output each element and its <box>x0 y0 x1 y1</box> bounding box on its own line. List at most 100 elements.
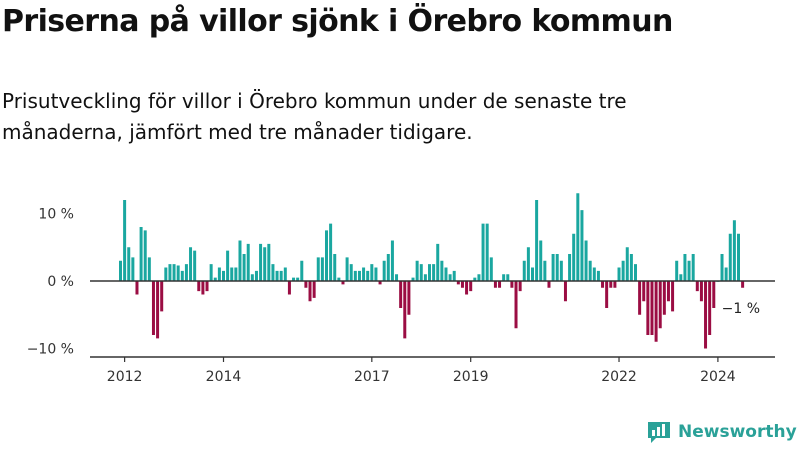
bar <box>151 281 155 335</box>
bar <box>222 270 225 282</box>
bar <box>193 250 197 282</box>
bar <box>337 277 341 282</box>
bar <box>456 281 460 285</box>
bar <box>708 281 712 335</box>
bar <box>250 274 254 281</box>
bar <box>382 260 386 281</box>
bar <box>502 274 506 281</box>
bar <box>613 281 617 288</box>
bar <box>493 281 497 288</box>
bar <box>737 233 740 281</box>
bar <box>395 274 399 281</box>
bar <box>675 260 679 281</box>
bar <box>498 281 502 288</box>
bar <box>650 281 654 335</box>
bar <box>465 281 469 295</box>
bar <box>366 270 370 282</box>
bar <box>411 277 415 282</box>
bar <box>605 281 609 308</box>
bar-chart-logo-icon <box>648 422 670 443</box>
bar <box>629 254 633 281</box>
bar <box>205 281 209 292</box>
bar <box>732 220 736 281</box>
bar <box>374 267 378 281</box>
bar <box>695 281 699 292</box>
bar <box>699 281 703 302</box>
bar <box>691 254 695 281</box>
x-tick-label: 2012 <box>107 369 143 385</box>
bar <box>275 270 279 282</box>
bar <box>559 260 563 281</box>
bar <box>242 254 246 281</box>
bar <box>349 264 353 282</box>
bar <box>514 281 518 329</box>
bar <box>415 260 419 281</box>
bar <box>143 230 147 282</box>
bar <box>333 254 337 281</box>
bar <box>403 281 407 339</box>
bar <box>304 281 308 288</box>
bar <box>518 281 522 292</box>
bar <box>432 264 436 282</box>
bar <box>510 281 514 288</box>
bar <box>687 260 691 281</box>
bar <box>127 247 131 281</box>
bar <box>172 264 176 282</box>
bar <box>473 277 477 282</box>
bar <box>704 281 708 349</box>
bar <box>180 270 184 282</box>
bar <box>671 281 675 312</box>
bar <box>329 223 333 282</box>
bar <box>572 233 576 281</box>
bar <box>551 254 555 281</box>
bar <box>184 264 188 282</box>
bar <box>271 264 275 282</box>
bar <box>423 274 427 281</box>
bar <box>325 230 328 282</box>
bar <box>444 267 448 281</box>
bar <box>555 254 559 281</box>
bar <box>646 281 650 335</box>
bar <box>625 247 629 281</box>
bar <box>119 260 122 281</box>
bar <box>139 227 143 281</box>
bar <box>617 267 621 281</box>
bar <box>390 240 394 281</box>
bar <box>217 267 221 281</box>
bar <box>254 270 258 282</box>
bar <box>452 270 456 282</box>
brand-name: Newsworthy <box>678 422 797 442</box>
bar <box>259 243 263 282</box>
bar <box>209 264 213 282</box>
bar <box>485 223 489 282</box>
bar <box>308 281 312 302</box>
bar <box>489 257 493 282</box>
bar <box>189 247 193 281</box>
bar <box>601 281 605 288</box>
bar <box>246 243 250 282</box>
bar <box>201 281 205 295</box>
y-tick-label: 0 % <box>47 274 74 290</box>
bar <box>131 257 135 282</box>
bar <box>287 281 291 295</box>
bar <box>296 277 300 282</box>
bar <box>168 264 172 282</box>
bar <box>588 260 592 281</box>
bar <box>234 267 238 281</box>
bar <box>662 281 666 315</box>
bar <box>147 257 151 282</box>
x-tick-label: 2017 <box>354 369 390 385</box>
bar <box>666 281 670 302</box>
bar <box>378 281 382 285</box>
bar <box>362 267 366 281</box>
bar <box>428 264 431 282</box>
bar <box>584 240 588 281</box>
bar <box>720 254 724 281</box>
bar <box>596 270 600 282</box>
bar <box>230 267 234 281</box>
bar <box>469 281 473 292</box>
bar <box>658 281 662 329</box>
bar <box>638 281 642 315</box>
bar <box>683 254 687 281</box>
